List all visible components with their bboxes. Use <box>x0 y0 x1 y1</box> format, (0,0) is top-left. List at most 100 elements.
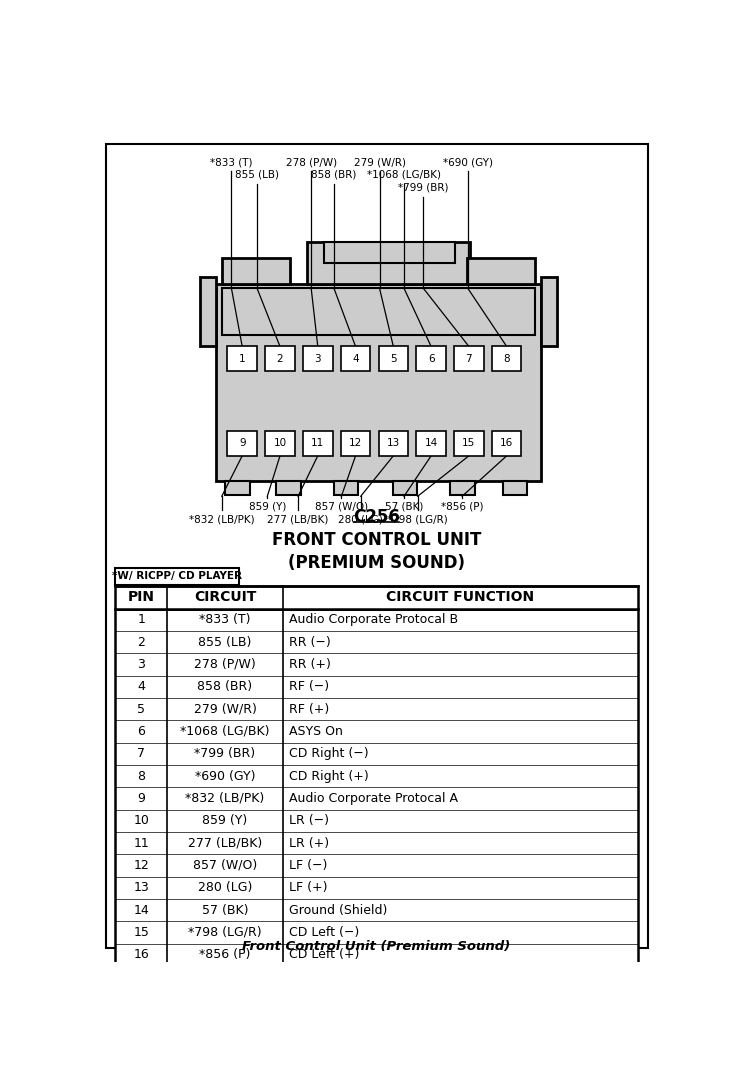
Text: 4: 4 <box>137 680 146 693</box>
Text: RR (+): RR (+) <box>289 658 331 671</box>
Text: Front Control Unit (Premium Sound): Front Control Unit (Premium Sound) <box>242 939 510 952</box>
Text: 5: 5 <box>390 353 397 364</box>
Text: 858 (BR): 858 (BR) <box>312 170 356 179</box>
Text: 5: 5 <box>137 703 146 716</box>
Text: *798 (LG/R): *798 (LG/R) <box>387 515 448 524</box>
Text: LF (+): LF (+) <box>289 881 327 894</box>
Text: 8: 8 <box>137 770 146 783</box>
Bar <box>454 347 484 371</box>
Text: 12: 12 <box>134 859 149 872</box>
Text: 280 (LG): 280 (LG) <box>338 515 383 524</box>
Text: Ground (Shield): Ground (Shield) <box>289 904 387 917</box>
Text: *832 (LB/PK): *832 (LB/PK) <box>185 792 265 805</box>
Bar <box>379 347 408 371</box>
Text: 14: 14 <box>134 904 149 917</box>
Text: RF (−): RF (−) <box>289 680 329 693</box>
Text: 9: 9 <box>239 439 245 449</box>
Text: 10: 10 <box>273 439 287 449</box>
Bar <box>201 277 216 346</box>
Bar <box>216 284 542 481</box>
Bar <box>450 481 475 495</box>
Text: *799 (BR): *799 (BR) <box>195 747 256 760</box>
Text: *856 (P): *856 (P) <box>441 502 484 511</box>
Text: 278 (P/W): 278 (P/W) <box>194 658 256 671</box>
Bar <box>379 431 408 456</box>
Text: (PREMIUM SOUND): (PREMIUM SOUND) <box>288 553 465 572</box>
Bar <box>222 257 290 284</box>
Bar <box>492 431 521 456</box>
Text: 280 (LG): 280 (LG) <box>198 881 252 894</box>
Bar <box>334 481 359 495</box>
Bar <box>417 431 446 456</box>
Text: CIRCUIT FUNCTION: CIRCUIT FUNCTION <box>387 590 534 604</box>
Bar <box>265 347 295 371</box>
Text: 855 (LB): 855 (LB) <box>235 170 279 179</box>
Text: 6: 6 <box>428 353 434 364</box>
Text: 277 (LB/BK): 277 (LB/BK) <box>188 837 262 850</box>
Text: 2: 2 <box>137 636 146 649</box>
Text: Audio Corporate Protocal B: Audio Corporate Protocal B <box>289 613 458 626</box>
Text: CD Left (−): CD Left (−) <box>289 926 359 939</box>
Text: 16: 16 <box>500 439 513 449</box>
Text: 15: 15 <box>133 926 149 939</box>
Text: 855 (LB): 855 (LB) <box>198 636 251 649</box>
Bar <box>303 347 332 371</box>
Text: 13: 13 <box>134 881 149 894</box>
Bar <box>307 242 470 284</box>
Text: CD Right (+): CD Right (+) <box>289 770 368 783</box>
Text: 14: 14 <box>425 439 438 449</box>
Text: 8: 8 <box>503 353 510 364</box>
Text: *690 (GY): *690 (GY) <box>195 770 255 783</box>
Bar <box>225 481 250 495</box>
Text: 279 (W/R): 279 (W/R) <box>354 157 406 168</box>
Text: 9: 9 <box>137 792 146 805</box>
Bar <box>341 431 370 456</box>
Text: 279 (W/R): 279 (W/R) <box>193 703 257 716</box>
Text: 4: 4 <box>352 353 359 364</box>
Text: *799 (BR): *799 (BR) <box>398 183 448 193</box>
Text: 11: 11 <box>134 837 149 850</box>
Text: RF (+): RF (+) <box>289 703 329 716</box>
Text: CIRCUIT: CIRCUIT <box>194 590 257 604</box>
Text: LR (−): LR (−) <box>289 814 329 827</box>
Text: *833 (T): *833 (T) <box>210 157 253 168</box>
Text: C256: C256 <box>353 508 400 525</box>
Text: 57 (BK): 57 (BK) <box>385 502 423 511</box>
Text: 12: 12 <box>349 439 362 449</box>
Text: 57 (BK): 57 (BK) <box>201 904 248 917</box>
Text: 859 (Y): 859 (Y) <box>202 814 248 827</box>
Text: 277 (LB/BK): 277 (LB/BK) <box>268 515 329 524</box>
Text: 10: 10 <box>133 814 149 827</box>
Bar <box>265 431 295 456</box>
Bar <box>392 481 417 495</box>
Bar <box>542 277 557 346</box>
Text: 1: 1 <box>137 613 146 626</box>
Text: *1068 (LG/BK): *1068 (LG/BK) <box>367 170 441 179</box>
Text: *W/ RICPP/ CD PLAYER: *W/ RICPP/ CD PLAYER <box>112 572 242 582</box>
Text: RR (−): RR (−) <box>289 636 331 649</box>
Bar <box>467 257 535 284</box>
Text: 3: 3 <box>137 658 146 671</box>
Bar <box>454 431 484 456</box>
Text: 2: 2 <box>276 353 283 364</box>
Text: *1068 (LG/BK): *1068 (LG/BK) <box>180 725 270 738</box>
Text: *833 (T): *833 (T) <box>199 613 251 626</box>
Text: 7: 7 <box>465 353 472 364</box>
Bar <box>417 347 446 371</box>
Text: 858 (BR): 858 (BR) <box>198 680 253 693</box>
Text: 857 (W/O): 857 (W/O) <box>193 859 257 872</box>
Text: *856 (P): *856 (P) <box>199 948 251 961</box>
Text: 11: 11 <box>311 439 324 449</box>
Text: LF (−): LF (−) <box>289 859 327 872</box>
Text: *832 (LB/PK): *832 (LB/PK) <box>189 515 254 524</box>
Text: Audio Corporate Protocal A: Audio Corporate Protocal A <box>289 792 458 805</box>
Bar <box>276 481 301 495</box>
Text: CD Right (−): CD Right (−) <box>289 747 368 760</box>
Text: FRONT CONTROL UNIT: FRONT CONTROL UNIT <box>272 531 481 549</box>
Text: 3: 3 <box>315 353 321 364</box>
Bar <box>503 481 528 495</box>
Bar <box>222 289 535 334</box>
Text: 857 (W/O): 857 (W/O) <box>315 502 368 511</box>
Text: LR (+): LR (+) <box>289 837 329 850</box>
Text: 15: 15 <box>462 439 476 449</box>
